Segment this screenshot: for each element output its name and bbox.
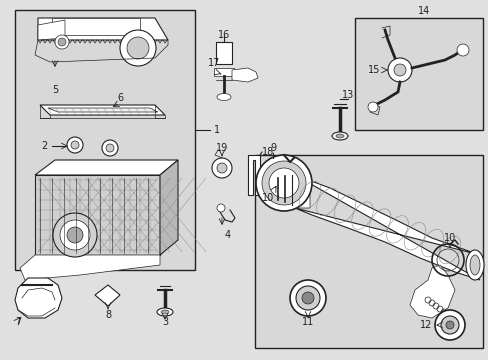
Circle shape [256,155,311,211]
Text: 7: 7 [15,317,21,327]
Polygon shape [247,155,260,195]
Polygon shape [38,20,65,40]
Polygon shape [160,160,178,255]
Circle shape [60,220,90,250]
Circle shape [445,321,453,329]
Text: 4: 4 [224,230,231,240]
Polygon shape [40,105,164,115]
Ellipse shape [161,310,169,314]
Circle shape [217,204,224,212]
Circle shape [212,158,231,178]
Circle shape [434,310,464,340]
Circle shape [120,30,156,66]
Text: 14: 14 [417,6,429,16]
Circle shape [67,227,83,243]
Text: 11: 11 [301,317,313,327]
Polygon shape [35,175,160,255]
Bar [354,18,482,130]
Ellipse shape [331,132,347,140]
Circle shape [217,163,226,173]
Ellipse shape [157,308,173,316]
Circle shape [67,137,83,153]
Text: 13: 13 [341,90,353,100]
Ellipse shape [217,94,230,100]
Circle shape [387,58,411,82]
Bar [216,42,231,64]
Circle shape [55,35,69,49]
Circle shape [53,213,97,257]
Polygon shape [231,68,258,82]
Polygon shape [269,175,309,208]
Circle shape [102,140,118,156]
Text: 5: 5 [52,85,58,95]
Polygon shape [38,18,168,40]
Circle shape [393,64,405,76]
Circle shape [58,38,66,46]
Polygon shape [52,18,140,35]
Ellipse shape [335,134,343,138]
Bar [254,155,482,348]
Circle shape [106,144,114,152]
Circle shape [71,141,79,149]
Circle shape [302,292,313,304]
Text: 8: 8 [105,310,111,320]
Text: 16: 16 [218,30,230,40]
Circle shape [289,280,325,316]
Text: 6: 6 [117,93,123,103]
Polygon shape [20,255,160,280]
Circle shape [440,316,458,334]
Text: 15: 15 [367,65,379,75]
Text: 19: 19 [215,143,228,153]
Text: 3: 3 [162,317,168,327]
Text: 10: 10 [262,193,274,203]
Polygon shape [409,265,454,318]
Circle shape [262,161,305,205]
Circle shape [367,102,377,112]
Text: 9: 9 [269,143,276,153]
Text: 2: 2 [41,141,47,151]
Text: 1: 1 [214,125,220,135]
Circle shape [456,44,468,56]
Text: 10: 10 [443,233,455,243]
Text: 12: 12 [419,320,431,330]
Polygon shape [35,160,178,175]
Circle shape [127,37,149,59]
Bar [214,68,234,76]
Ellipse shape [469,255,479,275]
Circle shape [268,168,298,198]
Polygon shape [48,108,158,112]
Circle shape [295,286,319,310]
Polygon shape [294,175,479,280]
Bar [15,10,195,270]
Polygon shape [15,278,62,318]
Text: 18: 18 [262,147,274,157]
Polygon shape [95,285,120,306]
Ellipse shape [465,250,483,280]
Text: 17: 17 [207,58,220,68]
